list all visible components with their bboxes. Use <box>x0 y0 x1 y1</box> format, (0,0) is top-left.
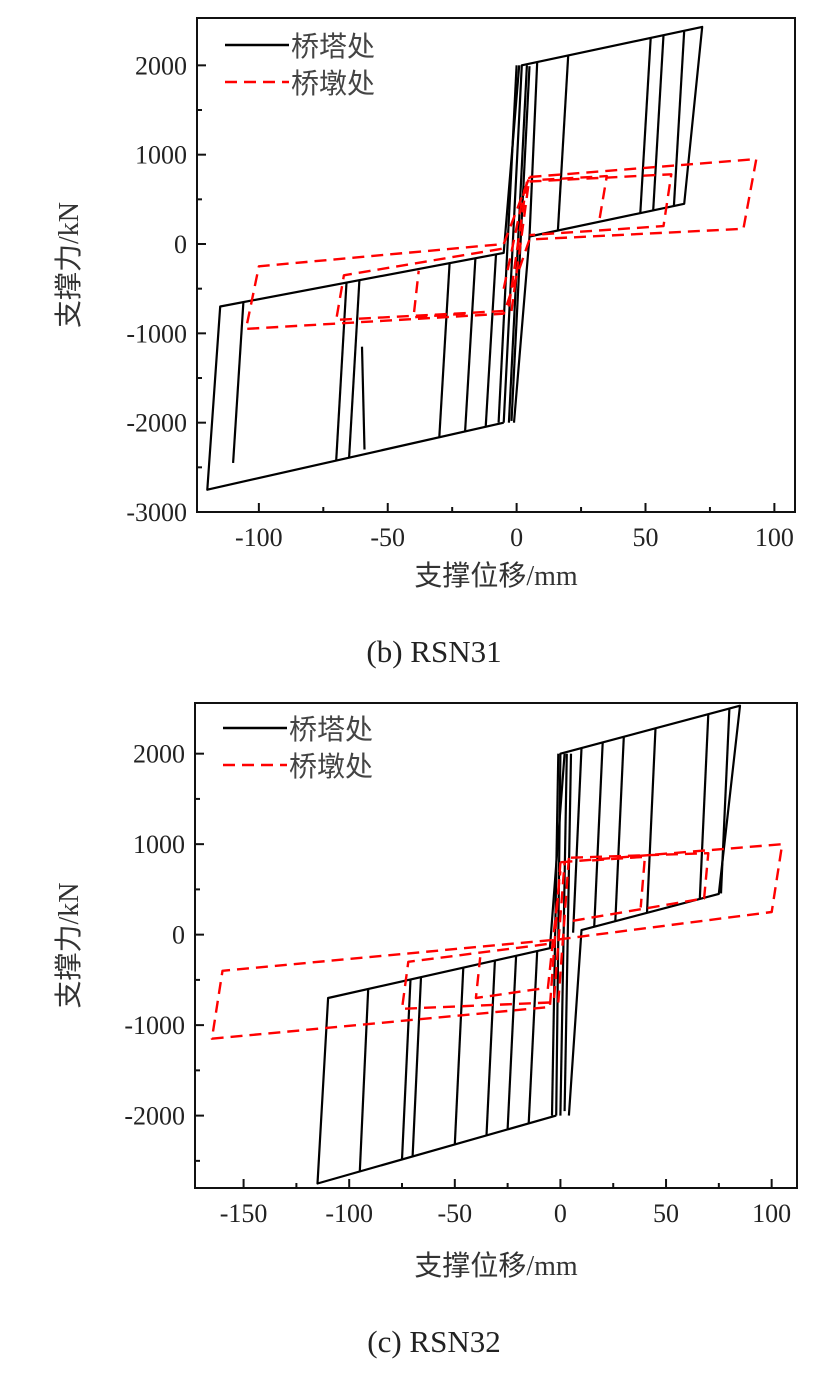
series-pier-path <box>335 247 504 322</box>
legend-label-tower: 桥塔处 <box>291 31 375 63</box>
series-tower-path <box>358 988 370 1172</box>
x-tick-label: 0 <box>554 1199 567 1228</box>
x-tick-label: 50 <box>653 1199 679 1228</box>
y-tick-label: -1000 <box>124 1011 185 1040</box>
x-tick-label: 0 <box>510 523 523 552</box>
legend-label-tower: 桥塔处 <box>289 714 373 746</box>
series-tower-path <box>719 708 731 894</box>
y-tick-label: -2000 <box>124 1102 185 1131</box>
series-pier-path <box>557 857 571 1003</box>
x-axis-title: 支撑位移/mm <box>414 560 578 592</box>
y-axis-title: 支撑力/kN <box>53 202 85 328</box>
series-tower-path <box>593 742 604 928</box>
series-tower-path <box>614 736 625 922</box>
x-tick-label: 100 <box>752 1199 791 1228</box>
series-tower-path <box>206 65 521 491</box>
series-tower-path <box>645 728 657 914</box>
series-tower-path <box>453 967 465 1145</box>
series-pier-path <box>570 852 710 923</box>
series-tower-path <box>232 302 245 463</box>
x-tick-label: 50 <box>633 523 659 552</box>
series-pier-path <box>474 957 540 1000</box>
series-tower-path <box>639 37 652 214</box>
figure-caption: (b) RSN31 <box>366 634 501 669</box>
y-tick-label: 1000 <box>133 830 185 859</box>
y-tick-label: 1000 <box>135 141 187 170</box>
x-tick-label: -50 <box>437 1199 472 1228</box>
series-tower-path <box>502 25 704 423</box>
series-tower-path <box>484 254 498 427</box>
series-tower-path <box>556 55 570 231</box>
series-pier-path <box>552 862 566 999</box>
chart-0: -100 -50 0 50 100 2000 1000 0 -1000 -2000 -3000 支撑位… <box>53 17 796 669</box>
series-tower-path <box>316 753 566 1185</box>
legend-label-pier: 桥墩处 <box>289 751 373 783</box>
legend-label-pier: 桥墩处 <box>291 68 375 100</box>
x-tick-label: 100 <box>755 523 794 552</box>
series-tower-path <box>527 950 539 1124</box>
series-tower-path <box>550 753 560 1116</box>
series-pier-path <box>542 174 608 222</box>
series-pier-path <box>529 173 673 237</box>
y-tick-label: 2000 <box>135 51 187 80</box>
series-tower-path <box>572 748 583 933</box>
series-tower-path <box>528 61 539 237</box>
plot-frame <box>194 702 798 1189</box>
series-pier-path <box>400 942 551 1010</box>
series-tower-path <box>506 955 518 1130</box>
x-tick-label: -150 <box>220 1199 268 1228</box>
series-tower-path <box>563 753 573 1112</box>
series-tower-path <box>464 258 477 432</box>
y-tick-label: -3000 <box>126 498 187 527</box>
series-tower-path <box>335 282 348 461</box>
plot-frame <box>196 17 796 513</box>
series-tower-path <box>348 280 361 458</box>
y-tick-label: 0 <box>172 921 185 950</box>
series-tower-path <box>652 35 665 211</box>
series-tower-path <box>485 960 496 1136</box>
series-pier-path <box>510 176 531 312</box>
series-tower-path <box>438 263 451 438</box>
series-pier-path <box>244 157 758 331</box>
y-tick-label: 0 <box>174 230 187 259</box>
figure-caption: (c) RSN32 <box>367 1324 500 1359</box>
plot-area <box>206 25 758 491</box>
y-tick-label: -1000 <box>126 319 187 348</box>
y-tick-label: -2000 <box>126 409 187 438</box>
y-axis-title: 支撑力/kN <box>53 882 85 1008</box>
series-tower-path <box>698 714 710 900</box>
series-pier-path <box>412 270 466 319</box>
series-tower-path <box>411 977 423 1157</box>
x-tick-label: -100 <box>325 1199 373 1228</box>
x-tick-label: -100 <box>235 523 283 552</box>
series-tower-path <box>672 30 686 207</box>
series-tower-path <box>400 979 412 1160</box>
y-tick-label: 2000 <box>133 740 185 769</box>
series-tower-path <box>360 346 366 450</box>
series-tower-path <box>497 65 518 423</box>
series-pier-path <box>210 843 784 1040</box>
series-pier-path <box>592 855 647 908</box>
plot-area <box>210 704 784 1185</box>
x-tick-label: -50 <box>370 523 405 552</box>
series-pier-path <box>502 190 526 289</box>
series-pier-path <box>507 181 529 307</box>
chart-1: -150 -100 -50 0 50 100 2000 1000 0 -1000 -2000 支撑位移… <box>53 702 798 1359</box>
series-pier-path <box>546 871 562 990</box>
x-axis-title: 支撑位移/mm <box>414 1250 578 1282</box>
